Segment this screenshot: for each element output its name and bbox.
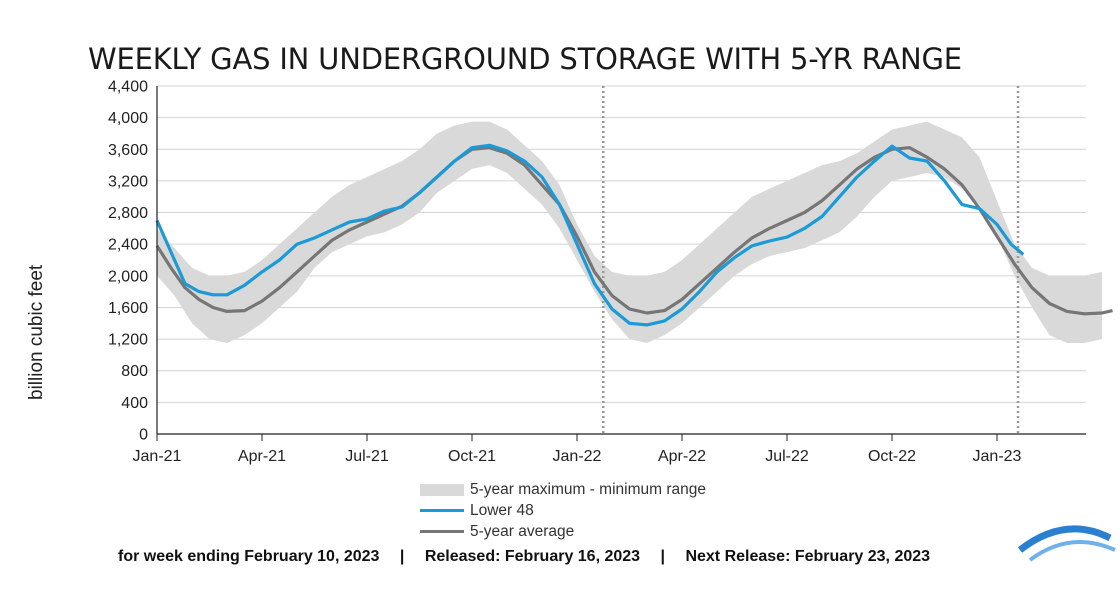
legend: 5-year maximum - minimum range Lower 48 … bbox=[420, 479, 706, 542]
footer: for week ending February 10, 2023 | Rele… bbox=[0, 548, 1120, 566]
y-tick-label: 4,400 bbox=[108, 79, 148, 96]
series-line-5yr-average bbox=[155, 146, 1113, 316]
legend-label-range: 5-year maximum - minimum range bbox=[470, 480, 706, 498]
y-tick-label: 400 bbox=[121, 395, 148, 412]
y-axis-label: billion cubic feet bbox=[26, 264, 47, 400]
eia-logo-fragment bbox=[1017, 525, 1116, 562]
y-tick-label: 0 bbox=[139, 427, 148, 444]
y-tick-label: 2,400 bbox=[108, 237, 148, 254]
y-tick-label: 3,200 bbox=[108, 173, 148, 190]
series-line-lower48 bbox=[155, 143, 1025, 327]
grid-layer bbox=[157, 85, 1086, 403]
y-tick-label: 2,800 bbox=[108, 205, 148, 222]
x-tick-label: Jul-22 bbox=[765, 448, 809, 465]
vertical-marker-layer bbox=[602, 86, 1020, 434]
footer-next-release: Next Release: February 23, 2023 bbox=[685, 548, 931, 565]
footer-released: Released: February 16, 2023 bbox=[424, 548, 641, 565]
legend-swatch-range bbox=[420, 483, 464, 496]
chart-title: WEEKLY GAS IN UNDERGROUND STORAGE WITH 5… bbox=[88, 42, 962, 76]
x-tick-label: Oct-21 bbox=[448, 448, 496, 465]
x-tick-label: Apr-22 bbox=[658, 448, 706, 465]
y-tick-label: 800 bbox=[121, 363, 148, 380]
y-tick-label: 2,000 bbox=[108, 268, 148, 285]
legend-swatch-avg bbox=[420, 530, 464, 533]
footer-week: for week ending February 10, 2023 bbox=[118, 548, 380, 565]
footer-sep-2: | bbox=[660, 548, 665, 565]
legend-item-avg: 5-year average bbox=[420, 521, 706, 542]
x-tick-label: Jan-21 bbox=[133, 448, 182, 465]
footer-sep-1: | bbox=[399, 548, 405, 565]
x-tick-label: Oct-22 bbox=[868, 448, 916, 465]
x-tick-label: Apr-21 bbox=[238, 448, 286, 465]
series-line-layer bbox=[155, 143, 1113, 327]
y-tick-label: 1,200 bbox=[108, 332, 148, 349]
legend-label-avg: 5-year average bbox=[470, 522, 575, 540]
y-tick-label: 3,600 bbox=[108, 142, 148, 159]
x-tick-label: Jul-21 bbox=[345, 448, 389, 465]
range-band-layer bbox=[157, 121, 1102, 343]
legend-swatch-lower48 bbox=[420, 509, 464, 512]
y-tick-label: 1,600 bbox=[108, 300, 148, 317]
range-band bbox=[157, 121, 1102, 343]
legend-item-lower48: Lower 48 bbox=[420, 500, 706, 521]
legend-item-range: 5-year maximum - minimum range bbox=[420, 479, 706, 500]
legend-label-lower48: Lower 48 bbox=[470, 501, 534, 519]
y-tick-label: 4,000 bbox=[108, 110, 148, 127]
x-tick-label: Jan-23 bbox=[973, 448, 1022, 465]
axis-layer: 0 400 800 1,200 1,600 2,000 2,400 2,800 3,200 3,6… bbox=[108, 79, 1086, 465]
x-tick-label: Jan-22 bbox=[553, 448, 602, 465]
